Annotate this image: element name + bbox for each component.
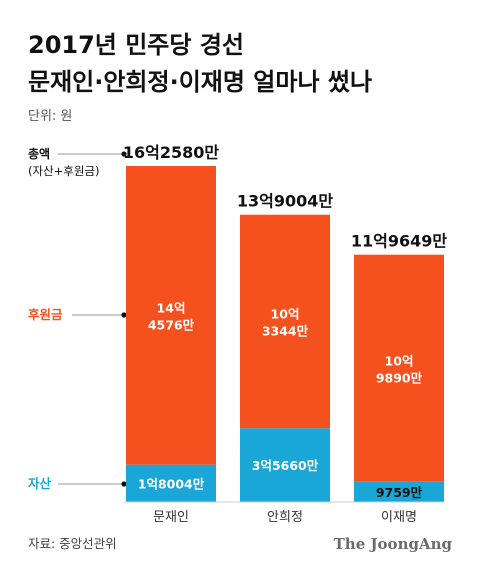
donation-label-line2-1: 4576만	[148, 317, 195, 332]
donation-label-line1-1: 14억	[157, 300, 186, 315]
brand-logo: The JoongAng	[334, 535, 453, 553]
title-line1: 2017년 민주당 경선	[28, 31, 244, 59]
category-label-3: 이재명	[381, 510, 417, 525]
bar-asset-1	[126, 464, 216, 502]
legend-donation-dot	[121, 312, 127, 318]
donation-label-line1-2: 10억	[271, 307, 300, 322]
donation-label-line2-2: 3344만	[262, 324, 309, 339]
bar-asset-3	[354, 481, 444, 502]
source-note: 자료: 중앙선관위	[28, 536, 117, 551]
legend-asset-label: 자산	[28, 476, 52, 491]
legend-donation-label: 후원금	[28, 307, 63, 322]
asset-label-1: 1억8004만	[138, 476, 205, 491]
legend-total-dot	[121, 151, 127, 157]
legend-total-label: 총액	[28, 146, 50, 161]
legend: 총액 (자산+후원금) 후원금 자산	[28, 146, 127, 491]
donation-label-line2-3: 9890만	[376, 370, 423, 385]
category-label-1: 문재인	[153, 510, 189, 525]
bar-donation-2	[240, 214, 330, 429]
title-line2: 문재인·안희정·이재명 얼마나 썼나	[28, 68, 372, 96]
legend-asset-dot	[121, 481, 127, 487]
bar-asset-2	[240, 428, 330, 502]
asset-label-2: 3억5660만	[252, 458, 319, 473]
total-label-1: 16억2580만	[123, 143, 220, 162]
legend-total-sublabel: (자산+후원금)	[28, 164, 100, 178]
total-label-3: 11억9649만	[351, 232, 448, 251]
bar-donation-1	[126, 166, 216, 465]
donation-label-line1-3: 10억	[385, 353, 414, 368]
unit-label: 단위: 원	[28, 109, 72, 124]
category-label-2: 안희정	[267, 510, 303, 525]
asset-label-3: 9759만	[376, 485, 423, 500]
bar-donation-3	[354, 254, 444, 482]
total-label-2: 13억9004만	[237, 192, 334, 211]
